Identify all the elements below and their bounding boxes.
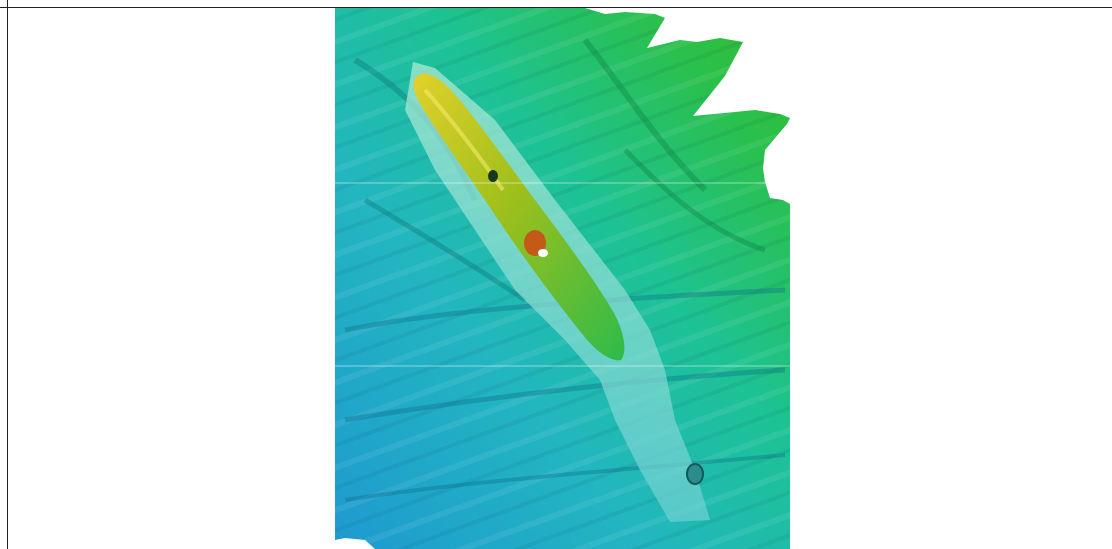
frame-left-border [7,0,8,549]
wreck-feature-boiler [524,230,546,256]
shipwreck-hull [413,73,625,361]
wreck-feature-hole [488,170,498,182]
bathymetry-render [335,8,805,549]
seabed-ridges [344,38,786,502]
frame-top-border [0,7,1112,8]
debris-mound [686,463,704,485]
bathymetry-image [325,0,815,549]
